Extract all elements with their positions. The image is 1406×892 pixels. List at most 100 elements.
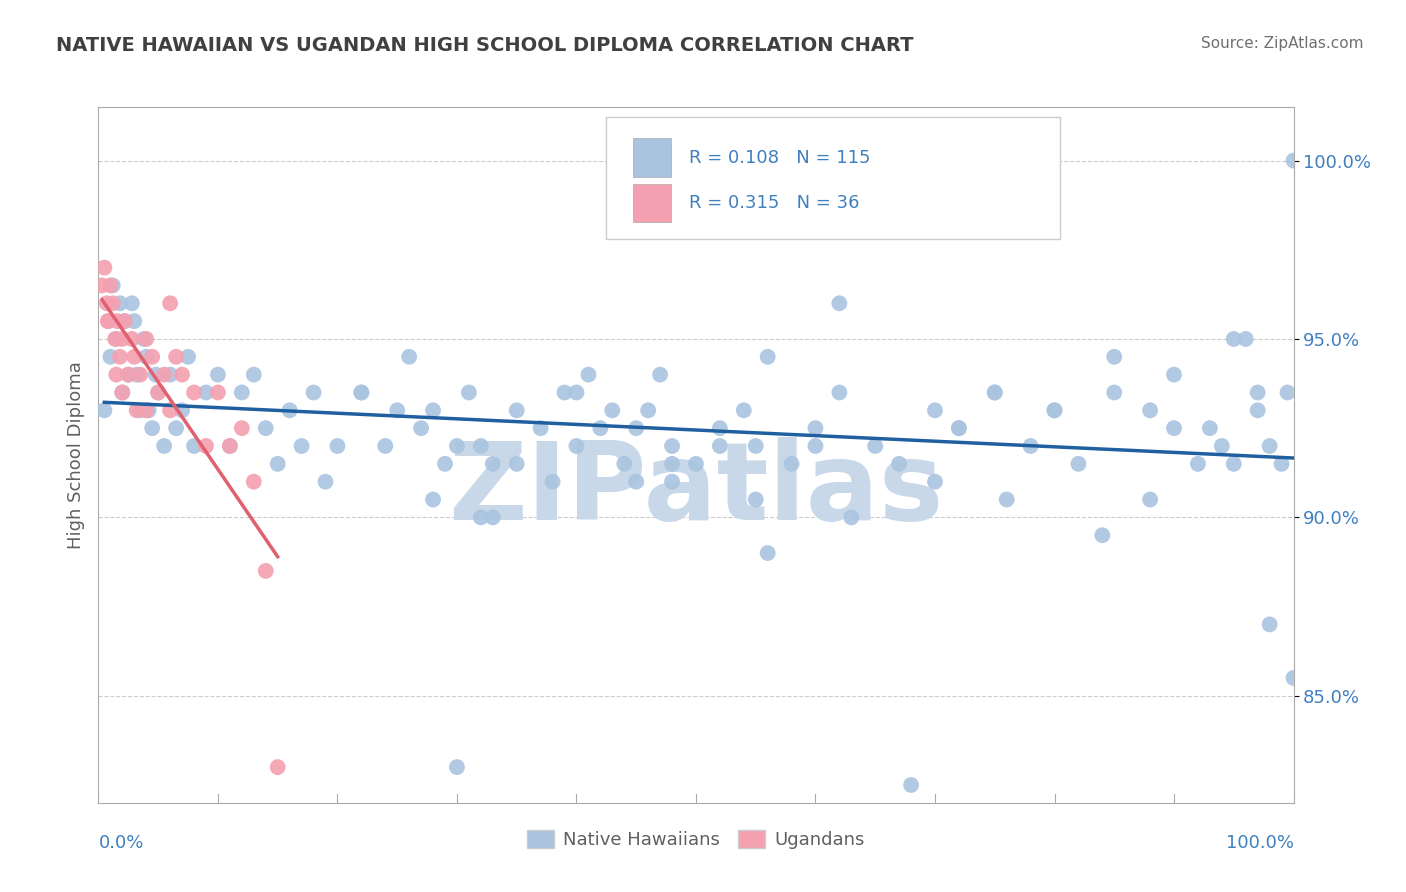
- Point: [1234, 332, 1257, 346]
- Point: [242, 475, 264, 489]
- Point: [446, 760, 468, 774]
- Point: [661, 439, 683, 453]
- Point: [624, 475, 647, 489]
- Point: [529, 421, 551, 435]
- Point: [1139, 403, 1161, 417]
- Point: [1271, 457, 1294, 471]
- Point: [709, 439, 731, 453]
- Point: [129, 403, 152, 417]
- Point: [613, 457, 636, 471]
- Point: [470, 439, 492, 453]
- Point: [1043, 403, 1066, 417]
- FancyBboxPatch shape: [633, 184, 671, 222]
- Point: [457, 385, 479, 400]
- Point: [231, 421, 253, 435]
- Point: [108, 296, 131, 310]
- Point: [141, 421, 163, 435]
- Point: [219, 439, 242, 453]
- Point: [756, 350, 779, 364]
- Point: [983, 385, 1005, 400]
- Point: [159, 368, 181, 382]
- Point: [159, 296, 181, 310]
- Point: [111, 385, 134, 400]
- Point: [1246, 385, 1268, 400]
- Point: [290, 439, 312, 453]
- Point: [983, 385, 1005, 400]
- Point: [1246, 403, 1268, 417]
- Point: [745, 492, 768, 507]
- Point: [1187, 457, 1209, 471]
- Point: [828, 296, 851, 310]
- Point: [924, 475, 946, 489]
- Point: [104, 332, 127, 346]
- Point: [108, 350, 131, 364]
- Point: [117, 368, 139, 382]
- Point: [267, 457, 290, 471]
- Point: [93, 260, 115, 275]
- Point: [1043, 403, 1066, 417]
- Point: [135, 350, 157, 364]
- Point: [1258, 439, 1281, 453]
- Point: [839, 510, 862, 524]
- Point: [828, 385, 851, 400]
- Point: [114, 314, 136, 328]
- Point: [506, 457, 529, 471]
- Point: [385, 403, 409, 417]
- Point: [733, 403, 755, 417]
- Point: [165, 421, 187, 435]
- Point: [350, 385, 373, 400]
- Point: [1067, 457, 1090, 471]
- Point: [756, 546, 779, 560]
- Point: [101, 296, 124, 310]
- Point: [159, 403, 181, 417]
- Point: [254, 421, 277, 435]
- Point: [302, 385, 325, 400]
- Point: [685, 457, 707, 471]
- Point: [148, 385, 170, 400]
- Point: [506, 403, 529, 417]
- Point: [1211, 439, 1233, 453]
- Text: 0.0%: 0.0%: [98, 834, 143, 852]
- Point: [1282, 671, 1305, 685]
- Point: [948, 421, 970, 435]
- Point: [1222, 332, 1246, 346]
- Point: [135, 403, 157, 417]
- Point: [481, 457, 505, 471]
- Point: [648, 368, 672, 382]
- Point: [98, 350, 122, 364]
- Text: 100.0%: 100.0%: [1226, 834, 1294, 852]
- Point: [422, 403, 444, 417]
- Point: [1258, 617, 1281, 632]
- Point: [374, 439, 396, 453]
- Text: NATIVE HAWAIIAN VS UGANDAN HIGH SCHOOL DIPLOMA CORRELATION CHART: NATIVE HAWAIIAN VS UGANDAN HIGH SCHOOL D…: [56, 36, 914, 54]
- Point: [637, 403, 659, 417]
- Point: [924, 403, 946, 417]
- Point: [900, 778, 922, 792]
- Point: [183, 439, 205, 453]
- Point: [132, 332, 155, 346]
- Point: [165, 350, 187, 364]
- Point: [1277, 385, 1299, 400]
- Point: [148, 385, 170, 400]
- Point: [121, 332, 143, 346]
- Point: [1102, 350, 1125, 364]
- Point: [995, 492, 1018, 507]
- Point: [278, 403, 301, 417]
- Point: [267, 760, 290, 774]
- Point: [194, 385, 217, 400]
- Point: [780, 457, 803, 471]
- Point: [254, 564, 277, 578]
- Text: Source: ZipAtlas.com: Source: ZipAtlas.com: [1201, 36, 1364, 51]
- Point: [129, 368, 152, 382]
- Point: [1222, 457, 1246, 471]
- Point: [661, 457, 683, 471]
- Point: [105, 368, 128, 382]
- Point: [97, 314, 120, 328]
- Point: [433, 457, 456, 471]
- Point: [589, 421, 612, 435]
- Point: [121, 296, 143, 310]
- Point: [117, 368, 139, 382]
- Point: [350, 385, 373, 400]
- Point: [153, 439, 176, 453]
- Point: [315, 475, 337, 489]
